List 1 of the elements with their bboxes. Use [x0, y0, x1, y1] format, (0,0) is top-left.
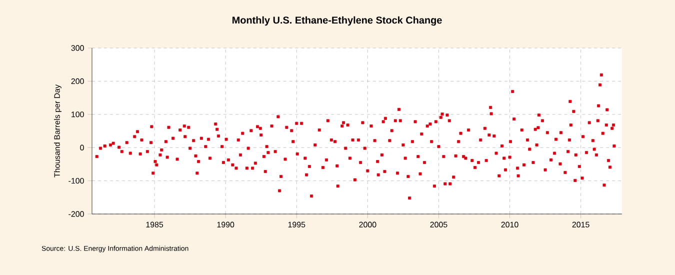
chart-title: Monthly U.S. Ethane-Ethylene Stock Change: [232, 16, 442, 26]
